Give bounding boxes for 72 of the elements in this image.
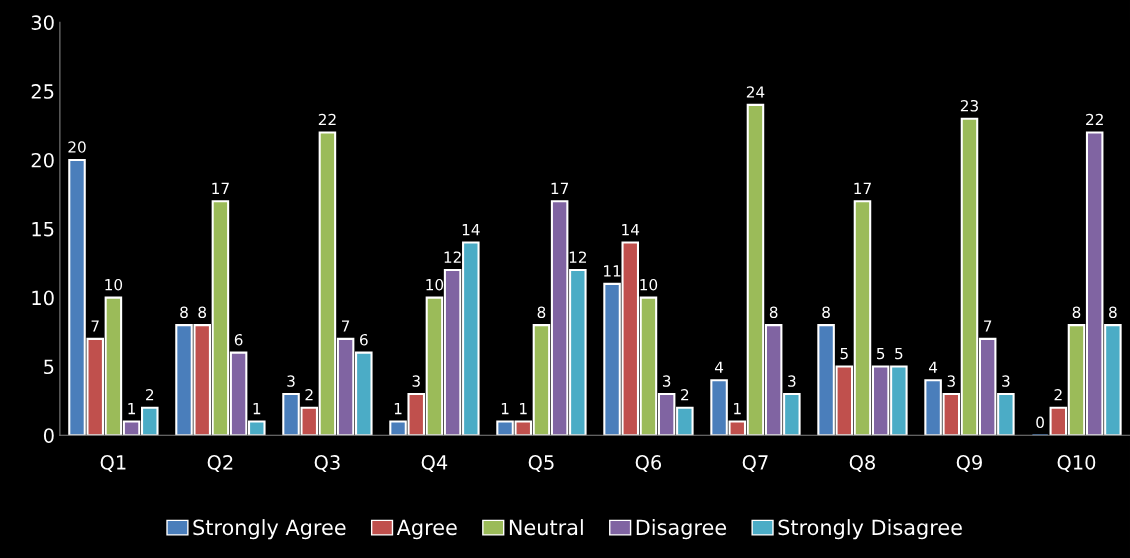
legend-label: Disagree xyxy=(636,519,727,540)
data-label: 1 xyxy=(501,402,509,415)
legend-label: Agree xyxy=(396,519,457,540)
x-tick-label: Q9 xyxy=(956,455,982,472)
data-label: 7 xyxy=(342,320,350,332)
data-label: 1 xyxy=(734,402,741,415)
data-label: 23 xyxy=(960,99,978,112)
data-label: 3 xyxy=(947,375,955,387)
x-tick-label: Q5 xyxy=(528,455,554,472)
data-label: 3 xyxy=(287,375,295,387)
data-label: 8 xyxy=(198,306,207,318)
data-label: 5 xyxy=(840,347,848,360)
data-label: 17 xyxy=(212,182,229,194)
data-label: 11 xyxy=(604,265,621,277)
data-label: 3 xyxy=(662,375,671,387)
data-label: 2 xyxy=(1054,389,1062,401)
data-label: 7 xyxy=(984,320,992,332)
data-label: 6 xyxy=(234,333,243,346)
data-label: 14 xyxy=(622,224,640,236)
x-tick-label: Q7 xyxy=(742,455,768,472)
data-label: 0 xyxy=(1036,416,1044,429)
x-tick-label: Q3 xyxy=(314,455,340,472)
y-tick-label: 0 xyxy=(43,428,54,443)
legend-label: Neutral xyxy=(509,519,583,536)
data-label: 2 xyxy=(305,389,313,401)
data-label: 17 xyxy=(551,182,569,194)
data-label: 3 xyxy=(1002,375,1010,387)
x-tick-label: Q2 xyxy=(207,455,233,472)
x-tick-label: Q8 xyxy=(849,455,875,472)
data-label: 22 xyxy=(1086,113,1103,126)
data-label: 3 xyxy=(788,375,796,387)
y-tick-label: 10 xyxy=(32,290,54,306)
data-label: 7 xyxy=(91,320,99,332)
data-label: 4 xyxy=(714,361,724,373)
data-label: 5 xyxy=(876,347,885,360)
data-label: 8 xyxy=(769,306,778,318)
data-label: 20 xyxy=(68,141,86,153)
legend-label: Strongly Disagree xyxy=(778,519,962,540)
data-label: 1 xyxy=(520,402,527,415)
data-label: 6 xyxy=(360,333,368,346)
data-label: 2 xyxy=(146,389,154,401)
data-label: 8 xyxy=(1109,306,1117,318)
y-tick-label: 30 xyxy=(31,15,54,30)
data-label: 1 xyxy=(128,402,136,415)
y-tick-label: 20 xyxy=(31,152,54,168)
legend-label: Strongly Agree xyxy=(193,519,346,540)
data-label: 10 xyxy=(105,278,123,291)
x-tick-label: Q4 xyxy=(421,455,448,472)
data-label: 12 xyxy=(444,251,461,263)
data-label: 2 xyxy=(681,389,689,401)
data-label: 1 xyxy=(253,402,261,415)
data-label: 22 xyxy=(318,113,336,126)
data-label: 12 xyxy=(569,251,587,263)
x-tick-label: Q1 xyxy=(100,455,126,472)
data-label: 5 xyxy=(895,347,903,360)
data-label: 4 xyxy=(928,361,938,373)
y-tick-label: 5 xyxy=(44,359,54,375)
data-label: 1 xyxy=(394,402,402,415)
data-label: 17 xyxy=(854,182,871,194)
x-tick-label: Q6 xyxy=(635,455,662,472)
y-tick-label: 15 xyxy=(32,221,54,237)
x-tick-label: Q10 xyxy=(1057,455,1096,472)
data-label: 14 xyxy=(462,224,480,236)
data-label: 8 xyxy=(822,306,830,318)
data-label: 3 xyxy=(412,375,420,387)
data-label: 8 xyxy=(1072,306,1081,318)
data-label: 8 xyxy=(537,306,546,318)
y-tick-label: 25 xyxy=(31,84,54,99)
data-label: 10 xyxy=(640,278,658,291)
data-label: 8 xyxy=(180,306,188,318)
data-label: 10 xyxy=(426,278,444,291)
data-label: 24 xyxy=(746,86,765,98)
